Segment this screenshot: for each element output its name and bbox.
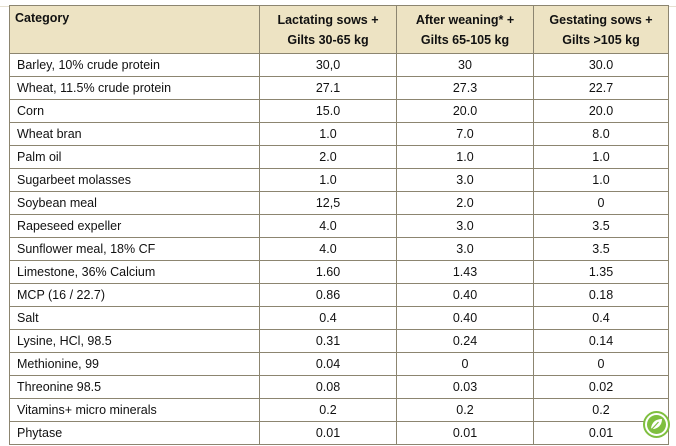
row-label: Limestone, 36% Calcium bbox=[9, 260, 260, 284]
row-value: 0.14 bbox=[533, 329, 669, 353]
row-value: 0.40 bbox=[396, 306, 534, 330]
row-value: 1.35 bbox=[533, 260, 669, 284]
row-value: 1.0 bbox=[259, 122, 397, 146]
row-value: 0.2 bbox=[533, 398, 669, 422]
row-value: 22.7 bbox=[533, 76, 669, 100]
table-row: Wheat, 11.5% crude protein 27.1 27.3 22.7 bbox=[9, 76, 669, 100]
row-value: 0.24 bbox=[396, 329, 534, 353]
row-value: 0.2 bbox=[396, 398, 534, 422]
table-body: Barley, 10% crude protein 30,0 30 30.0 Wheat… bbox=[9, 53, 669, 445]
row-value: 0.86 bbox=[259, 283, 397, 307]
row-value: 20.0 bbox=[396, 99, 534, 123]
row-value: 3.5 bbox=[533, 237, 669, 261]
row-value: 30,0 bbox=[259, 53, 397, 77]
row-value: 0.04 bbox=[259, 352, 397, 376]
row-value: 1.43 bbox=[396, 260, 534, 284]
header-category: Category bbox=[9, 5, 260, 54]
row-label: Wheat bran bbox=[9, 122, 260, 146]
row-value: 0.02 bbox=[533, 375, 669, 399]
header-after-weaning: After weaning* + Gilts 65-105 kg bbox=[396, 5, 534, 54]
row-value: 0.18 bbox=[533, 283, 669, 307]
row-value: 4.0 bbox=[259, 237, 397, 261]
row-label: Phytase bbox=[9, 421, 260, 445]
row-value: 0.4 bbox=[533, 306, 669, 330]
header-line2: Gilts 30-65 kg bbox=[287, 32, 369, 47]
row-value: 3.0 bbox=[396, 168, 534, 192]
row-value: 3.5 bbox=[533, 214, 669, 238]
row-value: 30.0 bbox=[533, 53, 669, 77]
row-value: 0 bbox=[396, 352, 534, 376]
table-row: Lysine, HCl, 98.5 0.31 0.24 0.14 bbox=[9, 329, 669, 353]
row-value: 3.0 bbox=[396, 237, 534, 261]
feed-ration-table: Category Lactating sows + Gilts 30-65 kg… bbox=[9, 5, 669, 445]
row-label: Methionine, 99 bbox=[9, 352, 260, 376]
header-line1: Lactating sows + bbox=[277, 12, 379, 27]
row-value: 0.03 bbox=[396, 375, 534, 399]
row-label: Soybean meal bbox=[9, 191, 260, 215]
table-row: Rapeseed expeller 4.0 3.0 3.5 bbox=[9, 214, 669, 238]
row-value: 12,5 bbox=[259, 191, 397, 215]
table-row: Wheat bran 1.0 7.0 8.0 bbox=[9, 122, 669, 146]
row-value: 7.0 bbox=[396, 122, 534, 146]
row-value: 1.60 bbox=[259, 260, 397, 284]
row-value: 30 bbox=[396, 53, 534, 77]
table-row: Barley, 10% crude protein 30,0 30 30.0 bbox=[9, 53, 669, 77]
row-value: 1.0 bbox=[259, 168, 397, 192]
row-label: Threonine 98.5 bbox=[9, 375, 260, 399]
table-header-row: Category Lactating sows + Gilts 30-65 kg… bbox=[9, 5, 669, 54]
row-value: 27.3 bbox=[396, 76, 534, 100]
row-value: 8.0 bbox=[533, 122, 669, 146]
table-row: Limestone, 36% Calcium 1.60 1.43 1.35 bbox=[9, 260, 669, 284]
row-value: 0.4 bbox=[259, 306, 397, 330]
table-row: Phytase 0.01 0.01 0.01 bbox=[9, 421, 669, 445]
row-value: 0.2 bbox=[259, 398, 397, 422]
header-line2: Gilts 65-105 kg bbox=[420, 32, 510, 47]
row-label: Vitamins+ micro minerals bbox=[9, 398, 260, 422]
row-value: 1.0 bbox=[533, 168, 669, 192]
table-row: Threonine 98.5 0.08 0.03 0.02 bbox=[9, 375, 669, 399]
row-label: Wheat, 11.5% crude protein bbox=[9, 76, 260, 100]
row-label: Rapeseed expeller bbox=[9, 214, 260, 238]
table-row: Sugarbeet molasses 1.0 3.0 1.0 bbox=[9, 168, 669, 192]
row-value: 3.0 bbox=[396, 214, 534, 238]
row-label: Palm oil bbox=[9, 145, 260, 169]
row-label: Lysine, HCl, 98.5 bbox=[9, 329, 260, 353]
table-row: Vitamins+ micro minerals 0.2 0.2 0.2 bbox=[9, 398, 669, 422]
row-value: 2.0 bbox=[396, 191, 534, 215]
header-lactating-sows: Lactating sows + Gilts 30-65 kg bbox=[259, 5, 397, 54]
row-label: Barley, 10% crude protein bbox=[9, 53, 260, 77]
table-row: Palm oil 2.0 1.0 1.0 bbox=[9, 145, 669, 169]
row-value: 0.01 bbox=[259, 421, 397, 445]
row-value: 27.1 bbox=[259, 76, 397, 100]
row-value: 1.0 bbox=[533, 145, 669, 169]
table-row: MCP (16 / 22.7) 0.86 0.40 0.18 bbox=[9, 283, 669, 307]
header-line1: Gestating sows + bbox=[549, 12, 653, 27]
table-row: Corn 15.0 20.0 20.0 bbox=[9, 99, 669, 123]
table-row: Soybean meal 12,5 2.0 0 bbox=[9, 191, 669, 215]
row-value: 0.08 bbox=[259, 375, 397, 399]
table-row: Sunflower meal, 18% CF 4.0 3.0 3.5 bbox=[9, 237, 669, 261]
row-value: 15.0 bbox=[259, 99, 397, 123]
row-label: Sugarbeet molasses bbox=[9, 168, 260, 192]
row-value: 4.0 bbox=[259, 214, 397, 238]
table-row: Methionine, 99 0.04 0 0 bbox=[9, 352, 669, 376]
row-value: 1.0 bbox=[396, 145, 534, 169]
row-label: Salt bbox=[9, 306, 260, 330]
row-value: 0 bbox=[533, 352, 669, 376]
row-value: 0.01 bbox=[396, 421, 534, 445]
row-value: 20.0 bbox=[533, 99, 669, 123]
row-value: 0 bbox=[533, 191, 669, 215]
leaf-badge-icon bbox=[643, 411, 670, 438]
header-gestating-sows: Gestating sows + Gilts >105 kg bbox=[533, 5, 669, 54]
row-label: MCP (16 / 22.7) bbox=[9, 283, 260, 307]
row-label: Sunflower meal, 18% CF bbox=[9, 237, 260, 261]
row-label: Corn bbox=[9, 99, 260, 123]
table-row: Salt 0.4 0.40 0.4 bbox=[9, 306, 669, 330]
row-value: 0.31 bbox=[259, 329, 397, 353]
header-line1: After weaning* + bbox=[415, 12, 515, 27]
header-line2: Gilts >105 kg bbox=[562, 32, 640, 47]
row-value: 2.0 bbox=[259, 145, 397, 169]
row-value: 0.40 bbox=[396, 283, 534, 307]
